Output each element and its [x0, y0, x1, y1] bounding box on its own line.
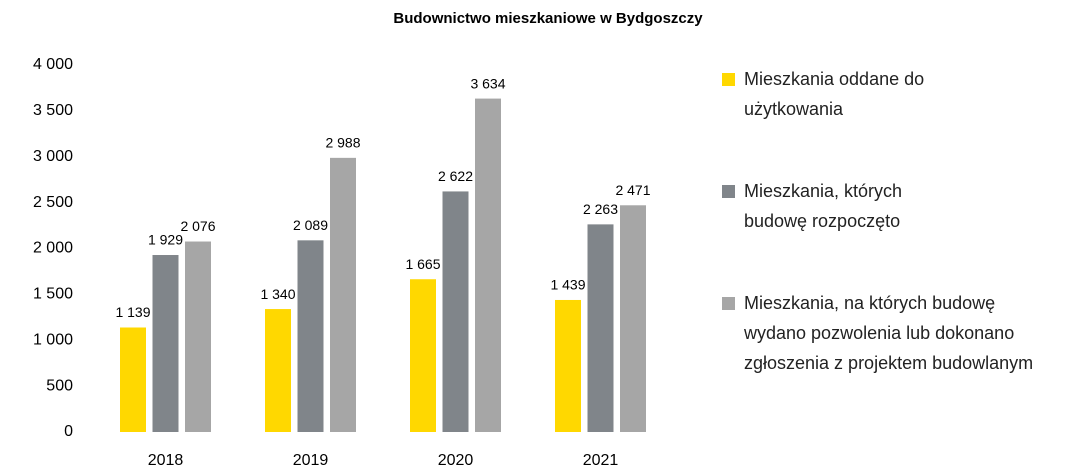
chart-title: Budownictwo mieszkaniowe w Bydgoszczy — [393, 10, 703, 27]
y-tick-label: 4 000 — [33, 56, 73, 73]
value-label: 1 439 — [550, 277, 585, 293]
bar — [442, 191, 469, 432]
bar — [152, 255, 179, 432]
x-tick-label: 2019 — [293, 452, 329, 469]
y-tick-label: 1 000 — [33, 331, 73, 348]
bar — [555, 299, 581, 432]
bar — [265, 309, 291, 432]
y-tick-label: 1 500 — [33, 286, 73, 303]
legend-swatch — [722, 297, 735, 310]
y-tick-label: 3 500 — [33, 102, 73, 119]
value-label: 2 263 — [583, 201, 618, 217]
legend: Mieszkania oddane do użytkowania Mieszkan… — [722, 64, 1058, 430]
value-label: 2 988 — [325, 135, 360, 151]
legend-swatch — [722, 73, 735, 86]
bar — [475, 98, 501, 432]
y-tick-label: 3 000 — [33, 148, 73, 165]
x-tick-label: 2020 — [438, 452, 474, 469]
bar — [410, 279, 436, 432]
legend-label: Mieszkania, na których budowę wydano poz… — [744, 293, 1034, 373]
value-label: 3 634 — [470, 75, 505, 91]
bar — [587, 224, 614, 432]
y-tick-label: 500 — [46, 377, 73, 394]
legend-label: Mieszkania, których budowę rozpoczęto — [744, 181, 903, 231]
y-tick-label: 2 000 — [33, 240, 73, 257]
legend-item: Mieszkania, na których budowę wydano poz… — [722, 288, 1058, 378]
legend-item: Mieszkania, których budowę rozpoczęto — [722, 176, 1058, 236]
bar — [120, 327, 146, 432]
bar — [297, 240, 324, 432]
x-tick-label: 2021 — [583, 452, 619, 469]
value-label: 1 139 — [115, 304, 150, 320]
value-label: 1 340 — [260, 286, 295, 302]
bar — [185, 241, 211, 432]
value-label: 2 622 — [438, 168, 473, 184]
value-label: 2 076 — [180, 218, 215, 234]
value-label: 1 665 — [405, 256, 440, 272]
value-label: 2 089 — [293, 217, 328, 233]
legend-item: Mieszkania oddane do użytkowania — [722, 64, 1058, 124]
bar — [620, 205, 646, 432]
y-tick-label: 2 500 — [33, 194, 73, 211]
legend-swatch — [722, 185, 735, 198]
y-tick-label: 0 — [64, 423, 73, 440]
legend-label: Mieszkania oddane do użytkowania — [744, 69, 925, 119]
x-tick-label: 2018 — [148, 452, 184, 469]
bar — [330, 157, 356, 432]
value-label: 1 929 — [148, 232, 183, 248]
value-label: 2 471 — [615, 182, 650, 198]
